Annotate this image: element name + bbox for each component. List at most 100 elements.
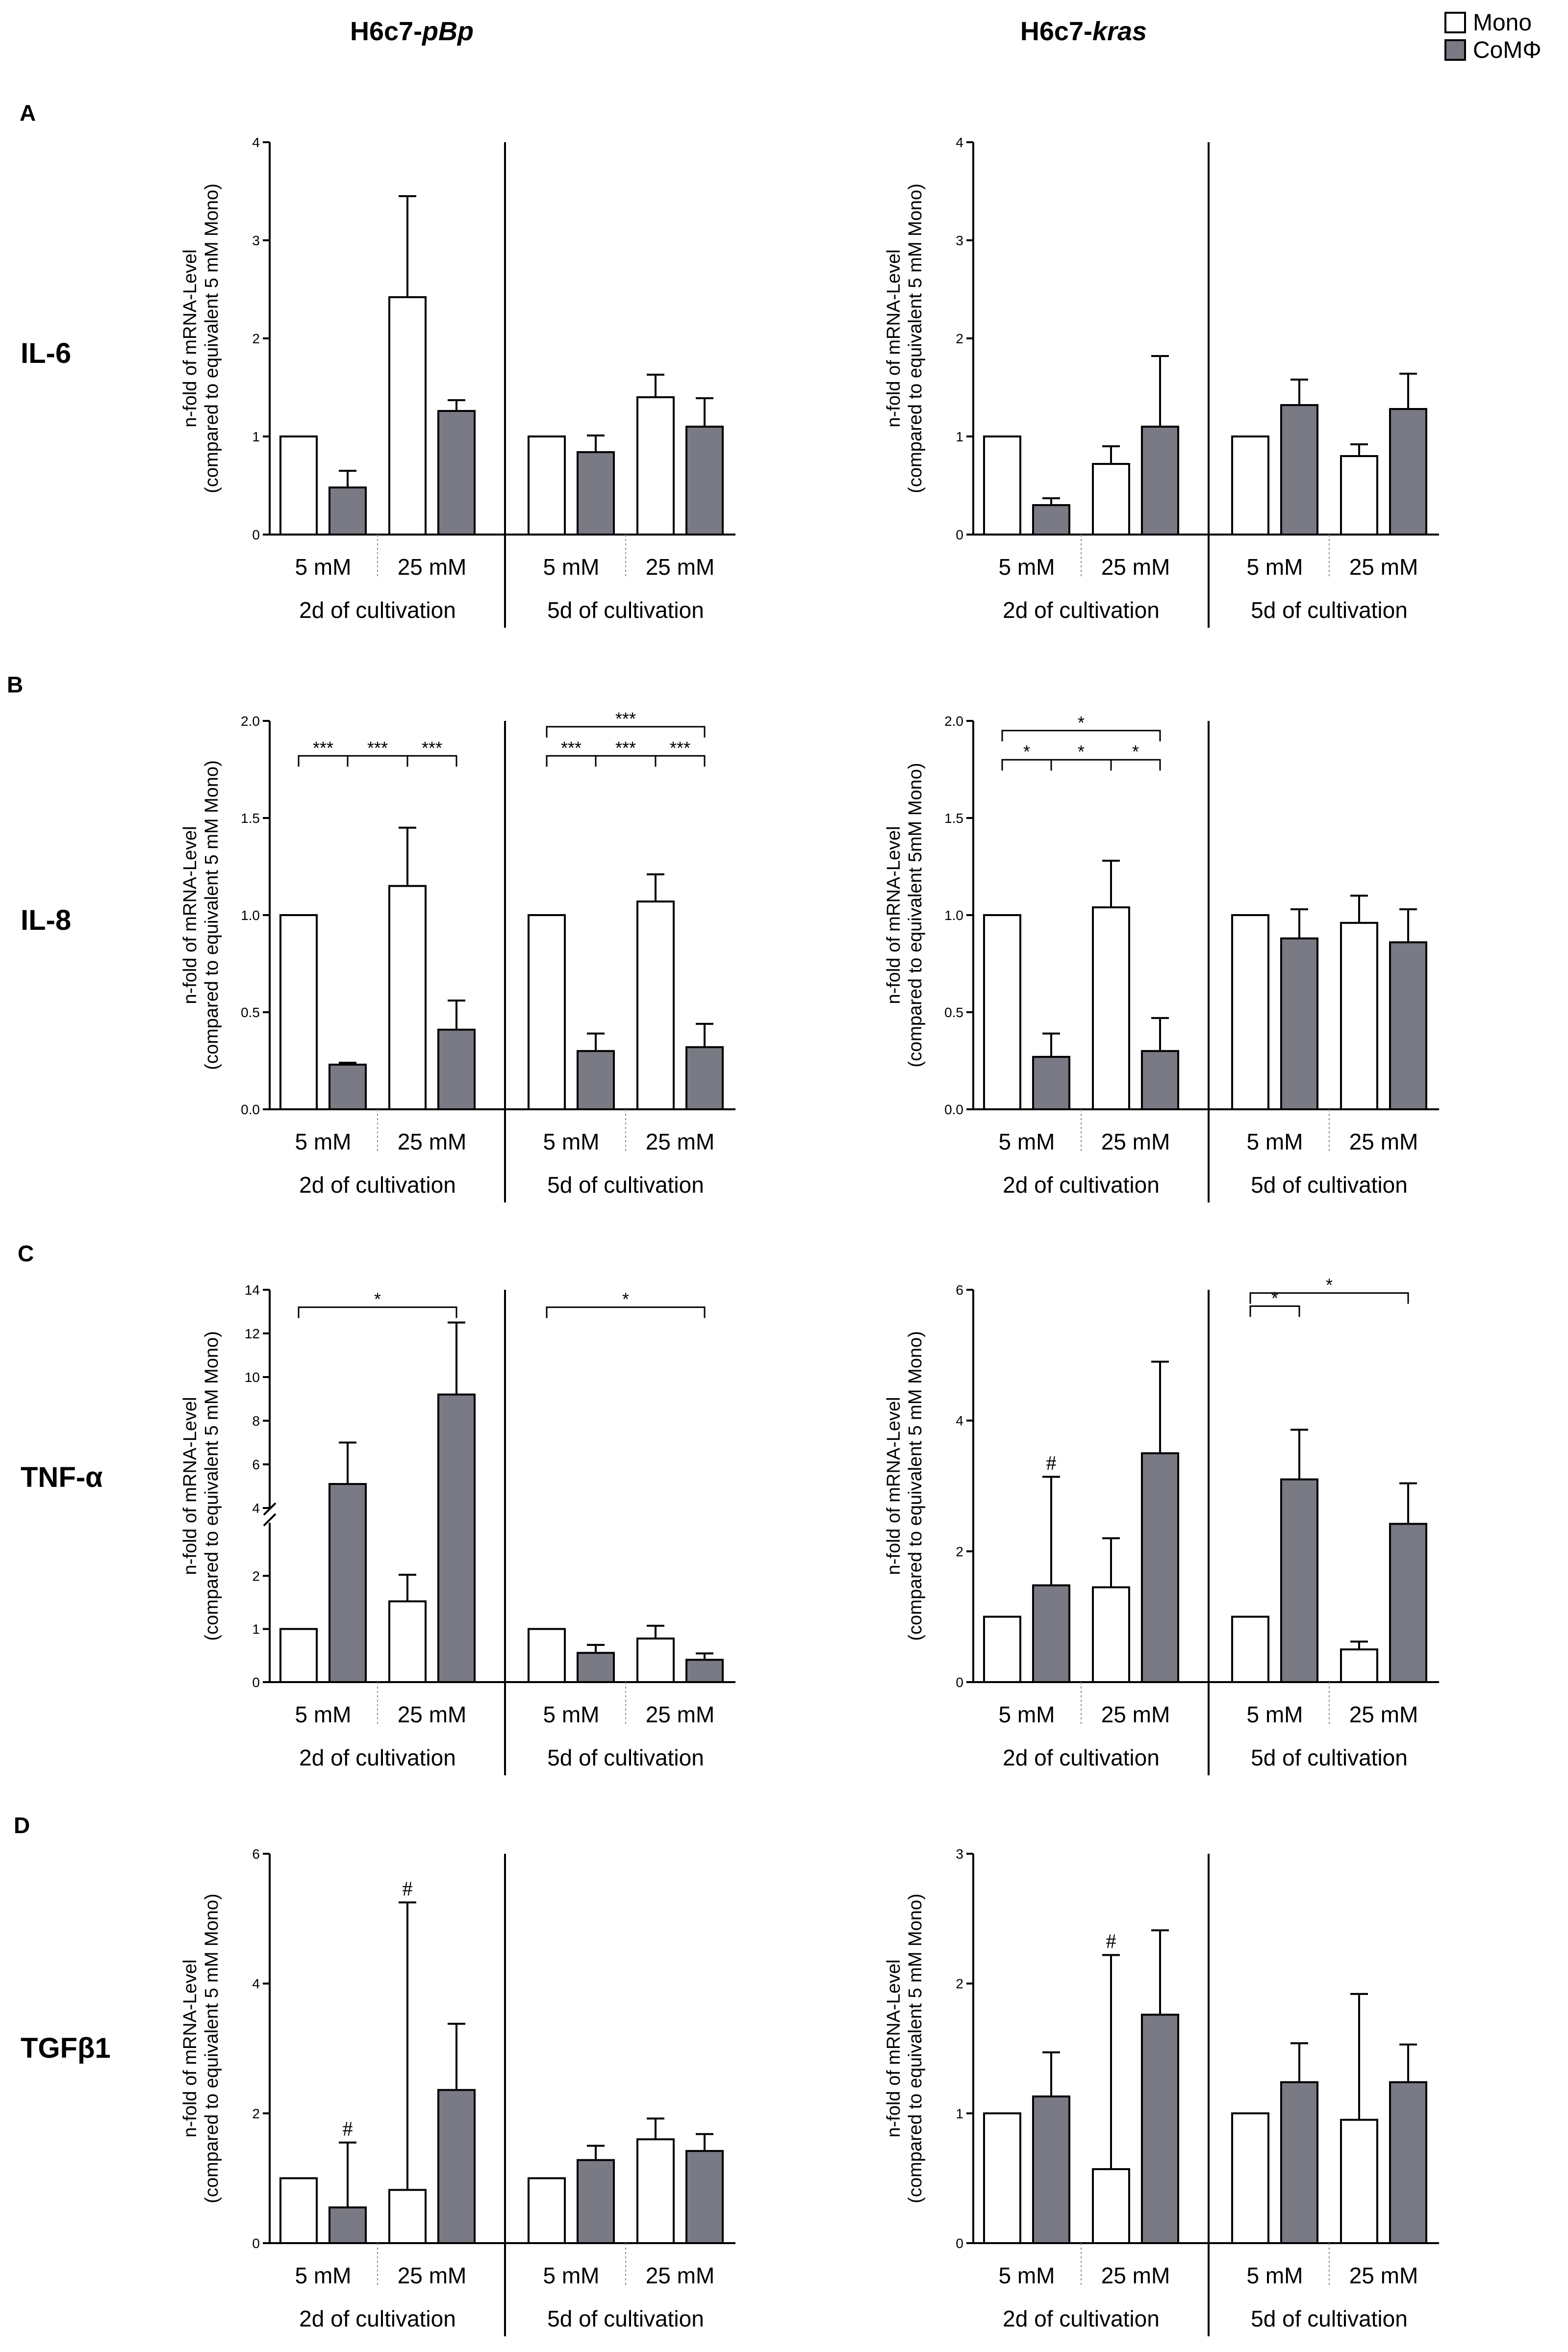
x-category-label: 25 mM: [1349, 554, 1418, 580]
y-tick-label: 6: [252, 1846, 260, 1862]
panel-letter-c: C: [18, 1241, 34, 1266]
legend: Mono CoMΦ: [1444, 10, 1542, 63]
y-axis-label: n-fold of mRNA-Level(compared to equival…: [180, 1893, 222, 2203]
row-label-il6: IL-6: [21, 337, 71, 369]
y-tick-label: 2: [956, 1976, 963, 1992]
bar-mono: [983, 435, 1021, 536]
y-tick-label: 6: [956, 1282, 963, 1298]
y-axis-label: n-fold of mRNA-Level(compared to equival…: [180, 1331, 222, 1641]
x-group-label: 2d of cultivation: [299, 597, 456, 623]
significance-bracket: *: [1050, 741, 1112, 771]
bar-mono: [528, 914, 566, 1110]
chart-B-kras: 0.0 0.5 1.0 1.5 2.0 n-fold of mRNA-Level(comp…: [884, 713, 1439, 1202]
bracket-line: [546, 1306, 706, 1318]
y-tick-label: 6: [252, 1457, 260, 1472]
y-tick-label: 1.5: [241, 811, 260, 826]
right-title-prefix: H6c7-: [1020, 17, 1092, 46]
bar-comphi: [685, 1659, 724, 1683]
bar-comphi: [1141, 426, 1179, 536]
x-category-label: 25 mM: [1349, 1702, 1418, 1727]
y-tick-label: 1: [956, 429, 963, 444]
bar-mono: [388, 885, 427, 1110]
bar-mono: [1340, 2119, 1378, 2245]
significance-label: ***: [561, 738, 582, 758]
x-category-label: 25 mM: [646, 2263, 715, 2288]
legend-swatch-mono: [1444, 12, 1466, 33]
bar-comphi: [1032, 1584, 1070, 1684]
bracket-line: [1001, 730, 1161, 741]
x-category-label: 25 mM: [646, 1702, 715, 1727]
y-tick-label: 12: [245, 1326, 260, 1341]
bar-comphi: [329, 1483, 367, 1684]
y-tick-label: 2: [956, 1544, 963, 1559]
y-tick-label: 0.0: [944, 1102, 963, 1117]
y-tick-label: 0: [252, 1675, 260, 1690]
bracket-line: [1249, 1292, 1409, 1304]
hash-mark: #: [403, 1878, 413, 1900]
hash-mark: #: [1046, 1452, 1057, 1475]
significance-label: ***: [615, 709, 636, 729]
bar-comphi: [437, 410, 476, 536]
bar-comphi: [1141, 1452, 1179, 1683]
significance-bracket: ***: [298, 738, 349, 767]
bar-mono: [636, 396, 675, 536]
bar-comphi: [685, 1046, 724, 1111]
y-axis-label-line: (compared to equivalent 5 mM Mono): [905, 183, 926, 493]
bar-mono: [279, 2177, 318, 2244]
x-group-label: 2d of cultivation: [299, 2306, 456, 2331]
bar-comphi: [1280, 937, 1318, 1111]
left-title-prefix: H6c7-: [350, 17, 422, 46]
x-category-label: 5 mM: [999, 1702, 1055, 1727]
x-category-label: 25 mM: [646, 554, 715, 580]
y-tick-label: 3: [956, 233, 963, 248]
y-tick-label: 2: [956, 331, 963, 346]
hash-mark: #: [1106, 1930, 1116, 1953]
legend-swatch-comphi: [1444, 39, 1466, 61]
bracket-line: [1110, 759, 1161, 771]
bar-comphi: [1032, 504, 1070, 536]
y-tick-label: 3: [252, 233, 260, 248]
y-axis-label-line: (compared to equivalent 5 mM Mono): [202, 1331, 222, 1641]
x-category-label: 25 mM: [1101, 1702, 1170, 1727]
significance-label: ***: [422, 738, 442, 758]
y-tick-label: 1: [252, 1622, 260, 1637]
bar-comphi: [1280, 404, 1318, 536]
significance-bracket: ***: [406, 738, 457, 767]
x-category-label: 5 mM: [999, 2263, 1055, 2288]
y-tick-label: 4: [252, 1976, 260, 1992]
panel-letter-a: A: [20, 100, 36, 126]
bracket-line: [546, 726, 706, 738]
bar-comphi: [685, 426, 724, 536]
x-category-label: 25 mM: [398, 554, 467, 580]
y-tick-label: 2: [252, 2106, 260, 2121]
bar-mono: [1231, 2112, 1269, 2245]
chart-A-kras: 0 1 2 3 4 n-fold of mRNA-Level(compared to eq…: [884, 135, 1439, 628]
y-tick-label: 4: [252, 1501, 260, 1516]
x-category-label: 5 mM: [999, 554, 1055, 580]
y-tick-label: 4: [956, 1413, 963, 1429]
left-title-italic: pBp: [421, 17, 474, 46]
bar-comphi: [1389, 941, 1427, 1110]
significance-bracket: *: [1001, 713, 1161, 741]
significance-bracket: ***: [546, 738, 597, 767]
y-tick-label: 0.5: [241, 1005, 260, 1020]
right-title-italic: kras: [1092, 17, 1147, 46]
y-tick-label: 1.0: [241, 908, 260, 923]
x-group-label: 5d of cultivation: [547, 597, 704, 623]
bar-comphi: [1389, 408, 1427, 536]
x-category-label: 25 mM: [398, 1129, 467, 1154]
y-axis-label-line: n-fold of mRNA-Level: [180, 249, 201, 427]
bar-mono: [528, 2177, 566, 2244]
significance-label: *: [374, 1289, 381, 1309]
y-axis-label-line: n-fold of mRNA-Level: [884, 826, 904, 1004]
chart-D-pBp: 0 2 4 6 n-fold of mRNA-Level(compared to equ…: [180, 1846, 735, 2336]
bar-mono: [1340, 1648, 1378, 1683]
y-tick-label: 3: [956, 1846, 963, 1862]
significance-bracket: ***: [655, 738, 706, 767]
bar-comphi: [1389, 2081, 1427, 2245]
y-axis-label-line: (compared to equivalent 5 mM Mono): [905, 1893, 926, 2203]
row-label-tnfa: TNF-α: [21, 1461, 103, 1493]
bar-mono: [983, 2112, 1021, 2245]
significance-label: *: [1271, 1288, 1278, 1308]
significance-bracket: ***: [595, 738, 657, 767]
